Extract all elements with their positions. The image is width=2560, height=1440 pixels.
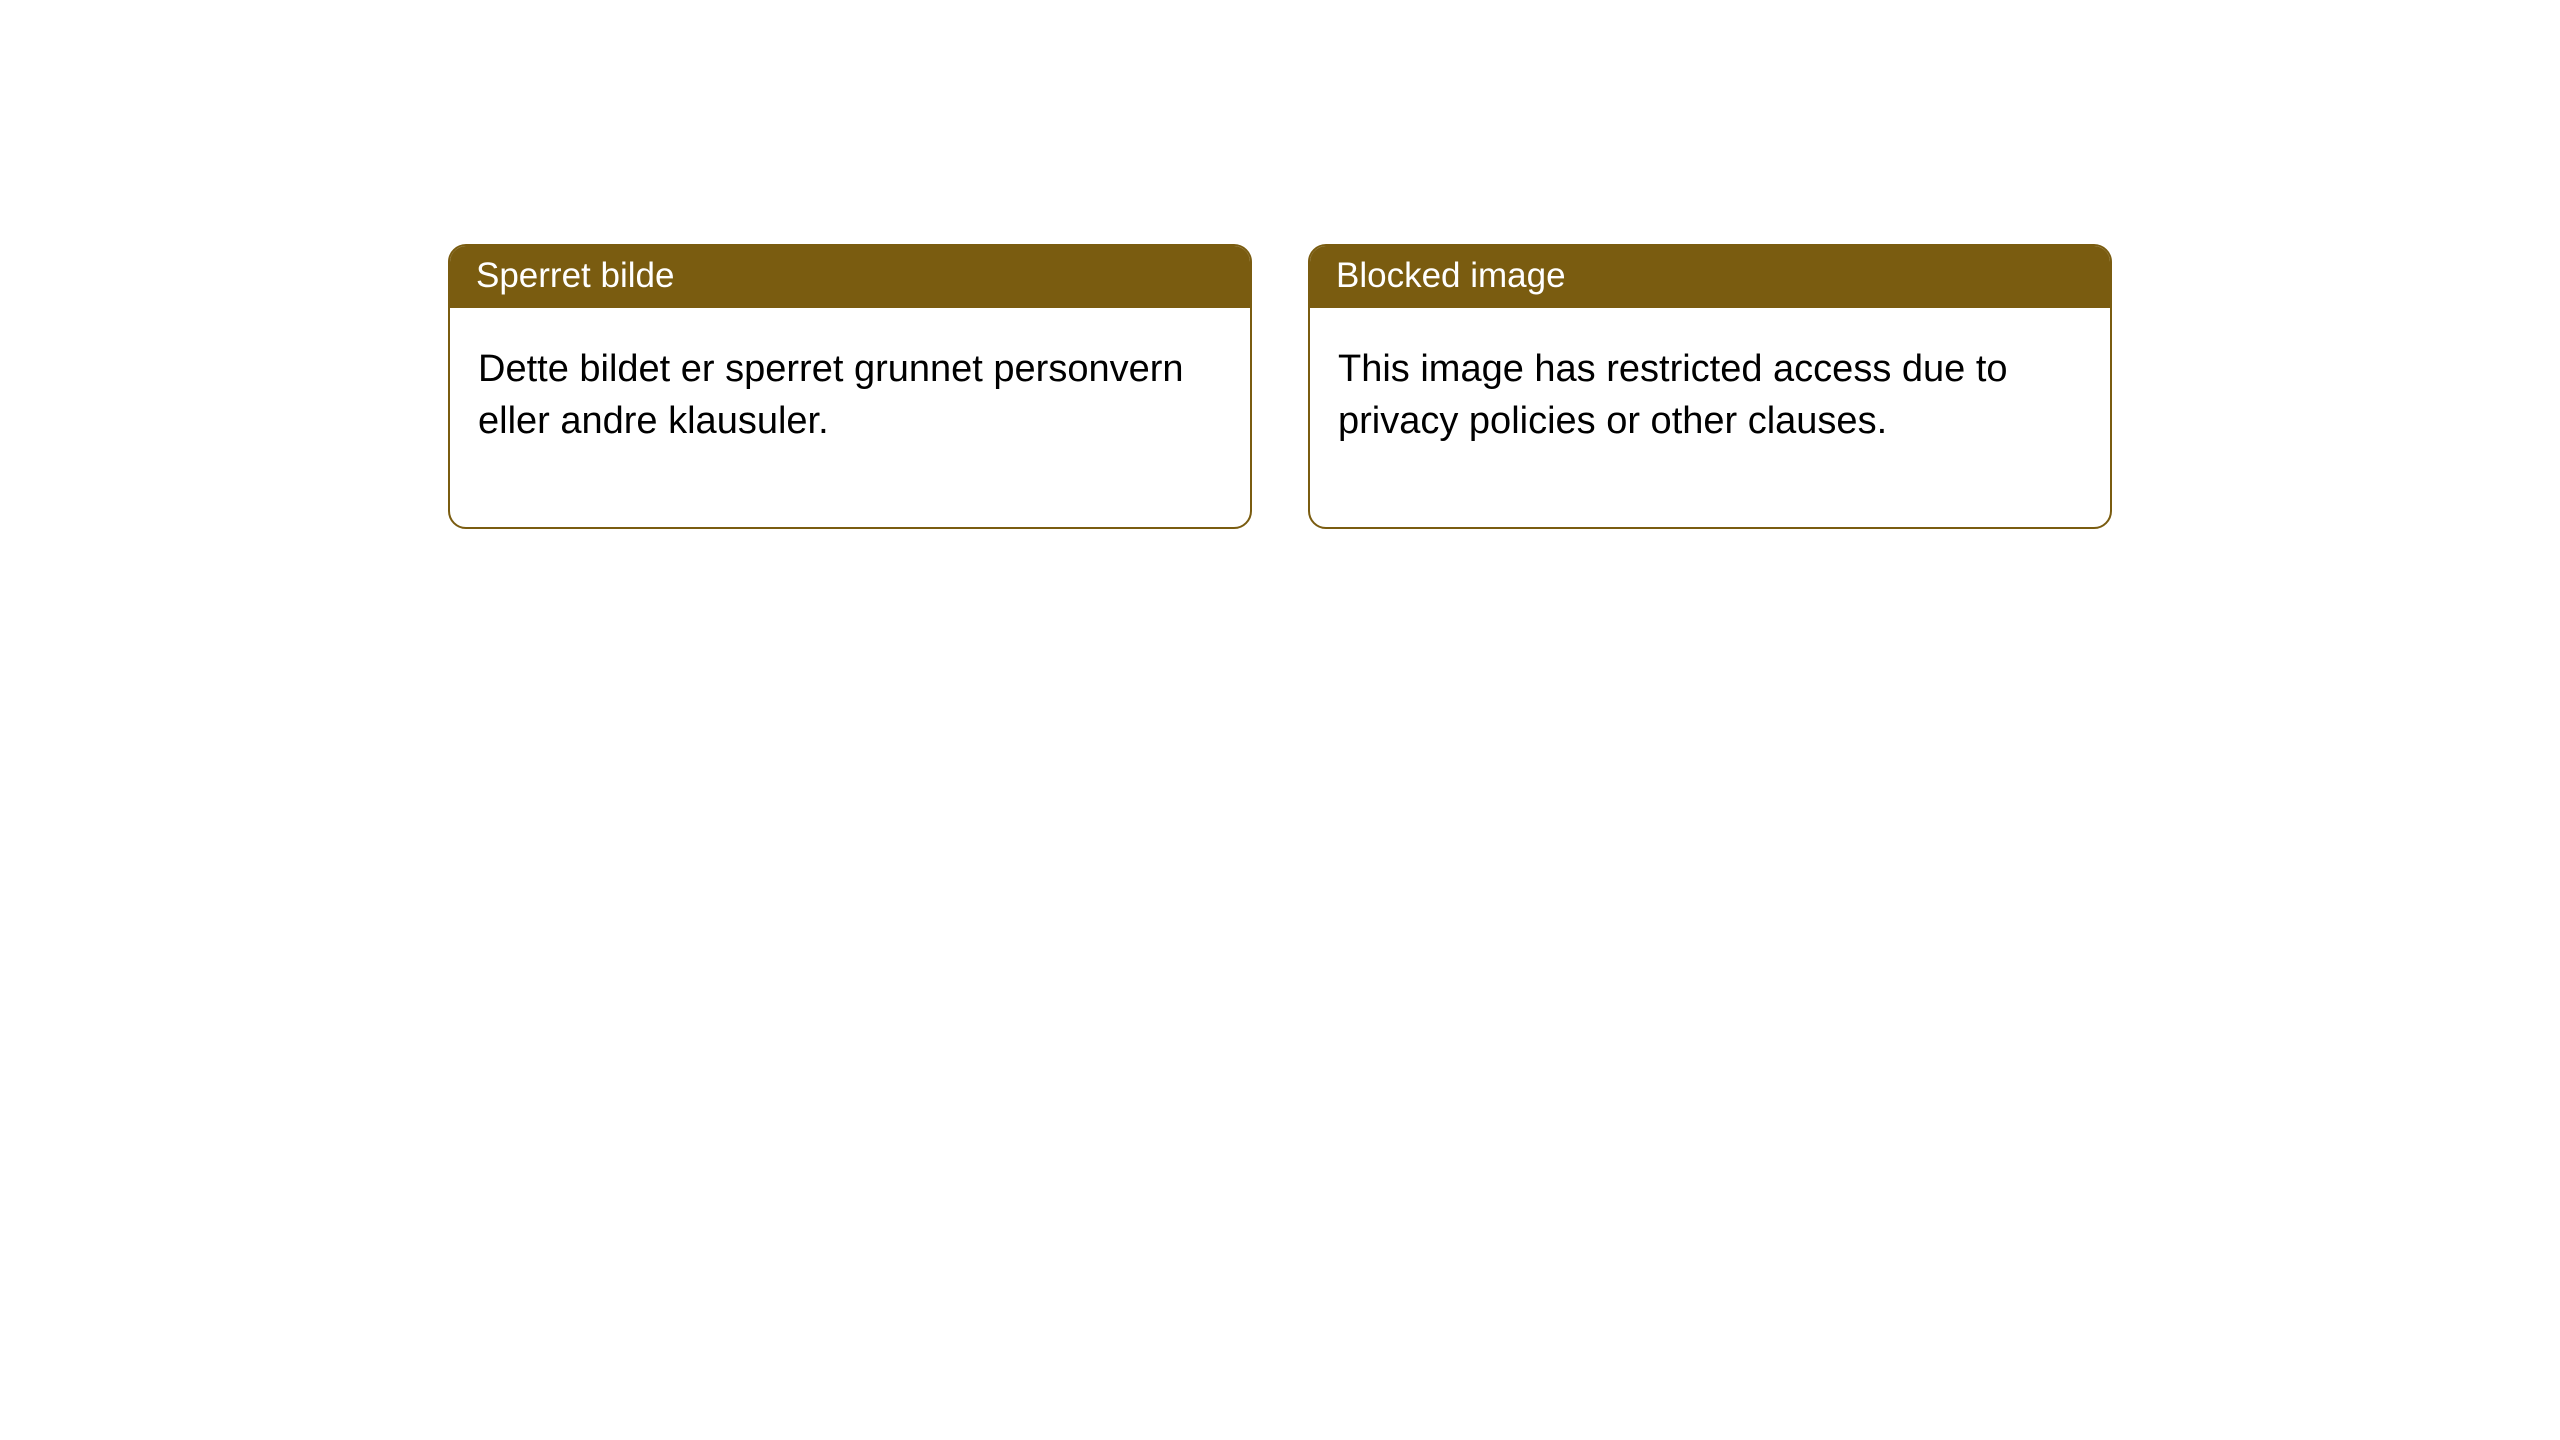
- notice-container: Sperret bilde Dette bildet er sperret gr…: [0, 0, 2560, 529]
- notice-body-text: Dette bildet er sperret grunnet personve…: [478, 348, 1184, 442]
- notice-card-norwegian: Sperret bilde Dette bildet er sperret gr…: [448, 244, 1252, 529]
- notice-body: Dette bildet er sperret grunnet personve…: [450, 308, 1250, 527]
- notice-body-text: This image has restricted access due to …: [1338, 348, 2008, 442]
- notice-title: Sperret bilde: [476, 256, 674, 295]
- notice-card-english: Blocked image This image has restricted …: [1308, 244, 2112, 529]
- notice-header: Sperret bilde: [450, 246, 1250, 308]
- notice-header: Blocked image: [1310, 246, 2110, 308]
- notice-body: This image has restricted access due to …: [1310, 308, 2110, 527]
- notice-title: Blocked image: [1336, 256, 1566, 295]
